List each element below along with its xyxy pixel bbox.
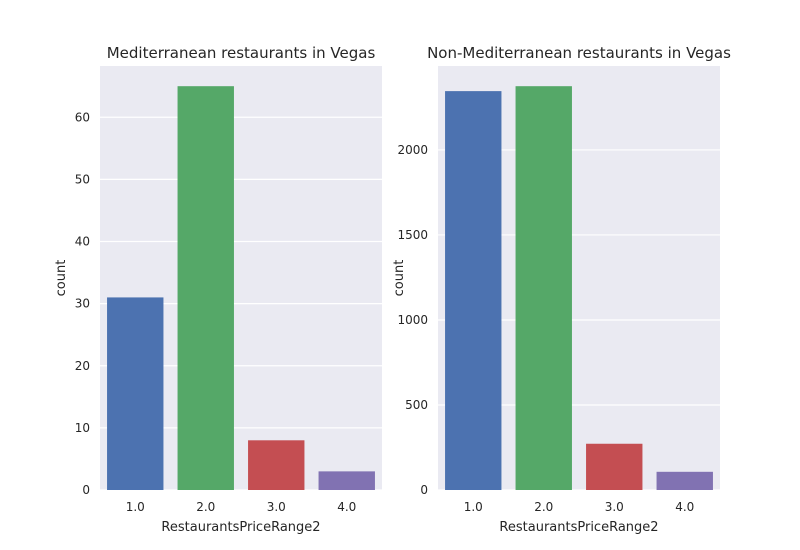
x-axis-label: RestaurantsPriceRange2 — [499, 520, 658, 535]
y-tick-label: 2000 — [397, 143, 428, 157]
chart-non-mediterranean: 0 500 1000 1500 2000 1.0 2.0 3.0 4.0 Non-Mediterr… — [392, 44, 731, 535]
bar-2.0 — [177, 86, 234, 490]
chart-mediterranean: 0 10 20 30 40 50 60 1.0 2.0 3.0 4.0 Mediterranean r… — [54, 44, 382, 535]
x-tick-label: 3.0 — [267, 500, 286, 514]
y-tick-label: 50 — [75, 172, 90, 186]
y-tick-label: 0 — [420, 483, 428, 497]
y-axis-label: count — [392, 260, 407, 297]
x-tick-label: 1.0 — [464, 500, 483, 514]
x-tick-label: 1.0 — [126, 500, 145, 514]
bar-2.0 — [515, 86, 572, 490]
bar-1.0 — [107, 297, 164, 490]
y-tick-label: 40 — [75, 235, 90, 249]
y-tick-label: 30 — [75, 297, 90, 311]
y-tick-label: 500 — [405, 398, 428, 412]
bar-4.0 — [318, 471, 375, 490]
y-tick-label: 10 — [75, 421, 90, 435]
x-axis-label: RestaurantsPriceRange2 — [161, 520, 320, 535]
x-tick-label: 3.0 — [605, 500, 624, 514]
bar-3.0 — [248, 440, 305, 490]
y-axis-label: count — [54, 260, 69, 297]
bar-1.0 — [445, 91, 502, 490]
x-tick-label: 2.0 — [534, 500, 553, 514]
bar-4.0 — [656, 471, 713, 490]
x-tick-label: 4.0 — [675, 500, 694, 514]
y-tick-label: 20 — [75, 359, 90, 373]
y-tick-label: 60 — [75, 110, 90, 124]
chart-title: Non-Mediterranean restaurants in Vegas — [427, 44, 731, 62]
y-tick-label: 1500 — [397, 228, 428, 242]
y-tick-label: 0 — [82, 483, 90, 497]
bar-3.0 — [586, 443, 643, 490]
x-tick-label: 2.0 — [196, 500, 215, 514]
y-tick-label: 1000 — [397, 313, 428, 327]
chart-title: Mediterranean restaurants in Vegas — [107, 44, 376, 62]
x-tick-label: 4.0 — [337, 500, 356, 514]
